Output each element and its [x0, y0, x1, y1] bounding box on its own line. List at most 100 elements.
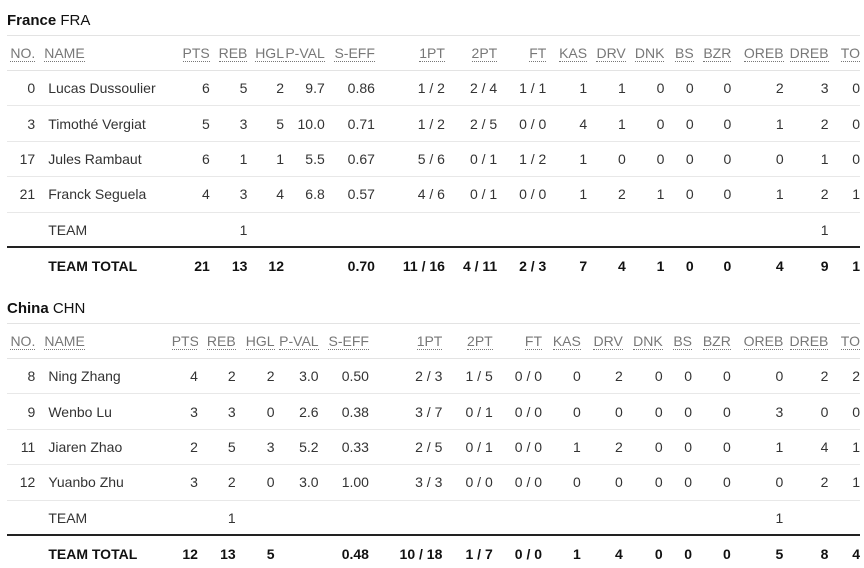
col-header[interactable]: 1PT — [368, 323, 443, 359]
cell-name[interactable]: Ning Zhang — [35, 358, 172, 395]
col-header[interactable]: DRV — [587, 35, 626, 71]
cell-drv: 2 — [587, 176, 626, 213]
cell-drv — [587, 212, 626, 248]
col-header[interactable]: DREB — [783, 323, 829, 359]
cell-oreb: 1 — [730, 429, 784, 466]
cell-dnk: 1 — [625, 176, 665, 213]
col-header[interactable]: BS — [662, 323, 693, 359]
cell-pval: 3.0 — [274, 358, 319, 395]
cell-name[interactable]: Franck Seguela — [35, 176, 181, 213]
cell-name[interactable]: Yuanbo Zhu — [35, 464, 172, 501]
cell-ft — [497, 212, 547, 248]
cell-to: 2 — [828, 358, 860, 395]
col-header[interactable]: FT — [497, 35, 547, 71]
cell-oreb: 1 — [730, 500, 784, 536]
col-header[interactable]: TO — [828, 323, 860, 359]
cell-kas: 4 — [546, 105, 588, 142]
cell-oreb: 4 — [731, 246, 784, 283]
cell-ft: 0 / 0 — [492, 429, 543, 466]
cell-pts: 5 — [180, 105, 210, 142]
cell-1pt: 1 / 2 — [374, 70, 445, 107]
col-header[interactable]: DREB — [783, 35, 829, 71]
col-header[interactable]: KAS — [546, 35, 588, 71]
col-header[interactable]: S-EFF — [318, 323, 369, 359]
cell-bzr: 0 — [693, 246, 732, 283]
cell-ft: 0 / 0 — [492, 464, 543, 501]
cell-to: 1 — [828, 176, 860, 213]
col-header[interactable]: 2PT — [442, 323, 493, 359]
cell-pts: 6 — [180, 70, 210, 107]
team-name: France — [7, 12, 57, 29]
cell-name[interactable]: Wenbo Lu — [35, 393, 172, 430]
cell-reb: 1 — [209, 141, 248, 178]
cell-seff: 0.70 — [324, 246, 375, 283]
cell-ft: 0 / 0 — [492, 358, 543, 395]
cell-oreb: 1 — [731, 105, 784, 142]
col-header[interactable]: 2PT — [444, 35, 498, 71]
cell-hgl: 2 — [235, 358, 275, 395]
col-header[interactable]: NO. — [7, 323, 36, 359]
col-header[interactable]: REB — [197, 323, 236, 359]
cell-pts: 3 — [171, 464, 198, 501]
col-header[interactable]: TO — [828, 35, 860, 71]
col-header[interactable]: 1PT — [374, 35, 445, 71]
cell-pts: 4 — [171, 358, 198, 395]
cell-name[interactable]: Timothé Vergiat — [35, 105, 181, 142]
cell-name[interactable]: Jiaren Zhao — [35, 429, 172, 466]
cell-number: 21 — [7, 176, 36, 213]
col-header[interactable]: REB — [209, 35, 248, 71]
col-header[interactable]: DRV — [580, 323, 623, 359]
cell-drv — [580, 500, 623, 536]
col-header[interactable]: NAME — [35, 323, 172, 359]
cell-oreb: 0 — [730, 358, 784, 395]
col-header[interactable]: FT — [492, 323, 543, 359]
cell-dreb — [783, 500, 829, 536]
cell-seff: 0.38 — [318, 393, 369, 430]
col-header[interactable]: P-VAL — [274, 323, 319, 359]
cell-reb: 5 — [197, 429, 236, 466]
col-header[interactable]: DNK — [625, 35, 665, 71]
cell-to: 1 — [828, 464, 860, 501]
cell-pts: 21 — [180, 246, 210, 283]
col-header[interactable]: NO. — [7, 35, 36, 71]
header-row: NO. NAME PTS REB HGL P-VAL S-EFF 1PT 2PT… — [7, 35, 860, 71]
cell-to: 1 — [828, 429, 860, 466]
boxscore-table: NO. NAME PTS REB HGL P-VAL S-EFF 1PT 2PT… — [7, 35, 860, 283]
cell-ft: 0 / 0 — [497, 176, 547, 213]
col-header[interactable]: OREB — [730, 323, 784, 359]
col-header[interactable]: BZR — [692, 323, 731, 359]
col-header[interactable]: PTS — [180, 35, 210, 71]
col-header[interactable]: DNK — [622, 323, 663, 359]
cell-oreb — [731, 212, 784, 248]
col-header[interactable]: HGL — [247, 35, 284, 71]
cell-dreb: 2 — [783, 464, 829, 501]
cell-seff: 0.57 — [324, 176, 375, 213]
col-header[interactable]: PTS — [171, 323, 198, 359]
cell-dnk — [625, 212, 665, 248]
col-header[interactable]: KAS — [542, 323, 581, 359]
cell-drv: 4 — [587, 246, 626, 283]
cell-name[interactable]: Jules Rambaut — [35, 141, 181, 178]
col-header[interactable]: BS — [664, 35, 694, 71]
col-header[interactable]: NAME — [35, 35, 181, 71]
cell-drv: 1 — [587, 70, 626, 107]
cell-bzr — [693, 212, 732, 248]
col-header[interactable]: BZR — [693, 35, 732, 71]
col-header[interactable]: OREB — [731, 35, 784, 71]
cell-to: 0 — [828, 70, 860, 107]
cell-name: TEAM TOTAL — [35, 246, 181, 283]
cell-name[interactable]: Lucas Dussoulier — [35, 70, 181, 107]
col-header[interactable]: S-EFF — [324, 35, 375, 71]
cell-bzr: 0 — [692, 393, 731, 430]
cell-bzr: 0 — [692, 534, 731, 568]
cell-bzr: 0 — [693, 176, 732, 213]
cell-seff: 0.67 — [324, 141, 375, 178]
cell-1pt: 1 / 2 — [374, 105, 445, 142]
col-header[interactable]: P-VAL — [283, 35, 325, 71]
cell-dreb: 2 — [783, 176, 829, 213]
col-header[interactable]: HGL — [235, 323, 275, 359]
cell-hgl: 5 — [235, 534, 275, 568]
